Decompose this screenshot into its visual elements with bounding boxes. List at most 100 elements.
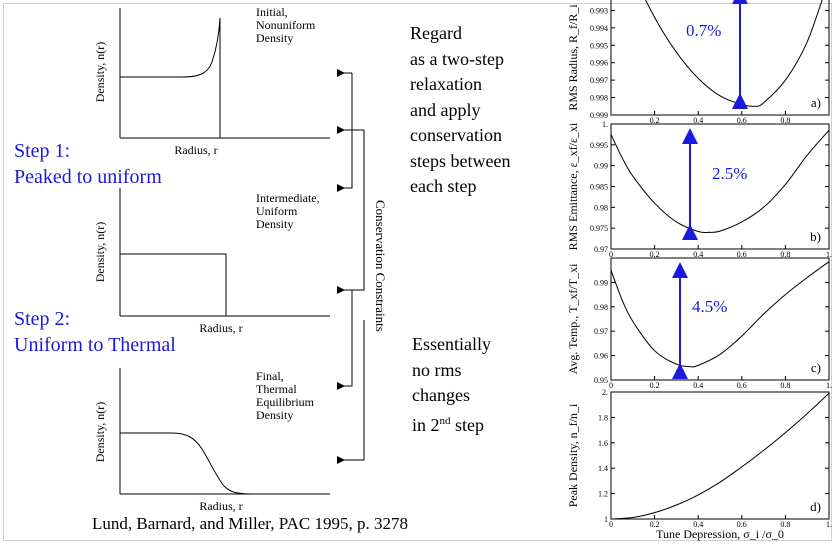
- chart-ylabel: Peak Density, n_f/n_i: [566, 403, 580, 507]
- y-tick-label: 0.994: [590, 24, 608, 33]
- panel3-ylabel: Density, n(r): [93, 402, 107, 463]
- delta-annotation: 0.7%: [686, 21, 721, 40]
- panel-letter: c): [811, 360, 821, 375]
- y-tick-label: 0.975: [590, 224, 608, 233]
- essentially-line: in 2nd step: [412, 409, 491, 439]
- panel3-label-line: Final,: [256, 369, 284, 383]
- step1-line1: Step 1:: [14, 140, 71, 162]
- y-tick-label: 0.97: [594, 327, 608, 336]
- panel1-label-line: Density: [256, 31, 293, 45]
- y-tick-label: 1.8: [598, 413, 608, 422]
- panel-letter: b): [810, 229, 821, 244]
- nonuniform-density-curve: [120, 17, 221, 138]
- panel3-label-line: Equilibrium: [256, 395, 315, 409]
- x-tick-label: 0.2: [650, 116, 660, 125]
- y-tick-label: 2.: [602, 388, 608, 397]
- x-tick-label: 0.8: [780, 250, 790, 259]
- second-step-suffix: step: [450, 414, 485, 435]
- y-tick-label: 0.993: [590, 6, 608, 15]
- essentially-line: no rms: [412, 359, 462, 380]
- panel2-label-line: Density: [256, 217, 293, 231]
- panel1-label-line: Nonuniform: [256, 18, 316, 32]
- data-curve: [645, 0, 823, 107]
- x-tick-label: 0.6: [737, 520, 747, 529]
- data-curve: [611, 261, 829, 368]
- step1-label: Step 1: Peaked to uniform: [14, 138, 162, 190]
- panel1-xlabel: Radius, r: [174, 143, 217, 157]
- step2-line2: Uniform to Thermal: [14, 334, 176, 356]
- x-tick-label: 0.8: [780, 381, 790, 390]
- density-panel-final: Final, Thermal Equilibrium Density Density,…: [93, 368, 330, 513]
- x-tick-label: 0.6: [737, 116, 747, 125]
- panel3-label-line: Density: [256, 408, 293, 422]
- delta-annotation: 2.5%: [712, 164, 747, 183]
- density-schematic: Initial, Nonuniform Density Density, n(r) …: [93, 5, 388, 513]
- conservation-brackets: [337, 69, 365, 464]
- chart-ylabel: Avg. Temp., T_xf/T_xi: [566, 263, 580, 374]
- panel1-label-line: Initial,: [256, 5, 288, 19]
- x-tick-label: 0.2: [650, 250, 660, 259]
- data-curve: [611, 392, 829, 519]
- chart-panel-c: 0.99 0.98 0.97 0.96 0.950 0.2 0.4 0.6 0.8 1. c) Avg…: [566, 257, 832, 390]
- bracket-3: [337, 290, 353, 390]
- y-tick-label: 1: [604, 515, 608, 524]
- citation: Lund, Barnard, and Miller, PAC 1995, p. …: [92, 514, 409, 533]
- regard-line: relaxation: [410, 74, 482, 94]
- second-step-sup: nd: [439, 414, 451, 427]
- chart-xlabel: Tune Depression, σ_i /σ_0: [656, 527, 784, 541]
- y-tick-label: 0.995: [590, 141, 608, 150]
- y-tick-label: 0.99: [594, 278, 608, 287]
- step2-line1: Step 2:: [14, 308, 71, 330]
- data-curve: [611, 129, 829, 234]
- y-tick-label: 1.2: [598, 490, 608, 499]
- y-tick-label: 0.97: [594, 245, 608, 254]
- page-frame: [3, 3, 832, 541]
- regard-line: Regard: [410, 23, 462, 43]
- density-panel-initial: Initial, Nonuniform Density Density, n(r) …: [93, 5, 330, 157]
- chart-panel-a: 0.993 0.994 0.995 0.996 0.997 0.998 0.999 0.2 0.…: [566, 0, 830, 125]
- x-tick-label: 0.4: [693, 520, 703, 529]
- essentially-line: changes: [412, 385, 470, 405]
- x-tick-label: 0.6: [737, 381, 747, 390]
- regard-text: Regard as a two-step relaxation and appl…: [410, 21, 510, 200]
- x-tick-label: 0.8: [780, 520, 790, 529]
- plot-frame: [610, 0, 830, 116]
- regard-line: as a two-step: [410, 48, 504, 69]
- regard-line: conservation: [410, 125, 502, 145]
- chart-panel-d: 2. 1.8 1.6 1.4 1.2 10 0.2 0.4 0.6 0.8 1. d) Peak Den…: [566, 388, 832, 541]
- x-tick-label: 1.: [826, 250, 832, 259]
- step2-label: Step 2: Uniform to Thermal: [14, 306, 176, 358]
- panel2-label-line: Intermediate,: [256, 191, 320, 205]
- bracket-1: [337, 73, 353, 192]
- y-tick-label: 0.99: [594, 162, 608, 171]
- panel1-ylabel: Density, n(r): [93, 42, 107, 103]
- bracket-2: [337, 130, 365, 294]
- panel3-label-line: Thermal: [256, 382, 297, 396]
- essentially-line: Essentially: [412, 334, 491, 354]
- regard-line: steps between: [410, 150, 511, 171]
- y-tick-label: 0.96: [594, 352, 608, 361]
- regard-line: and apply: [410, 99, 481, 120]
- panel-letter: a): [811, 95, 821, 110]
- essentially-text: Essentially no rms changes in 2nd step: [412, 332, 491, 438]
- y-tick-label: 0.996: [590, 59, 608, 68]
- x-tick-label: 0.2: [650, 520, 660, 529]
- x-tick-label: 0.4: [693, 381, 703, 390]
- chart-ylabel: RMS Emittance, ε_xf/ε_xi: [566, 122, 580, 250]
- panel2-xlabel: Radius, r: [199, 321, 242, 335]
- y-tick-label: 1.6: [598, 439, 608, 448]
- uniform-density-curve: [120, 253, 227, 316]
- x-tick-label: 1.: [826, 520, 832, 529]
- regard-line: each step: [410, 176, 477, 196]
- x-tick-label: 0.8: [780, 116, 790, 125]
- y-tick-label: 0.985: [590, 183, 608, 192]
- x-tick-label: 0: [609, 520, 613, 529]
- plot-frame: [610, 391, 830, 520]
- second-step-prefix: in 2: [412, 414, 440, 435]
- x-tick-label: 1.: [826, 381, 832, 390]
